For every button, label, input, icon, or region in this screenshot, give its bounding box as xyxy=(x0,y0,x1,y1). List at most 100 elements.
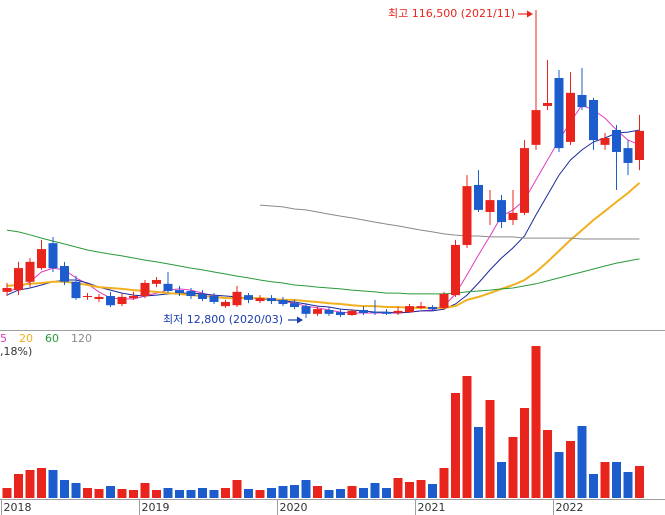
volume-bar xyxy=(94,489,104,498)
moving-average-line xyxy=(6,182,641,309)
volume-bar xyxy=(600,462,610,498)
volume-bar xyxy=(566,441,575,498)
candle-body xyxy=(474,184,483,210)
volume-bar xyxy=(152,490,161,498)
x-tick-label: 2020 xyxy=(280,501,308,514)
volume-bar xyxy=(520,408,529,498)
legend: 5 20 60 120 xyxy=(0,332,92,345)
candle-body xyxy=(209,296,219,302)
candle-body xyxy=(428,307,437,310)
candle-body xyxy=(405,306,414,313)
candle-body xyxy=(543,102,552,106)
volume-bar xyxy=(370,483,380,498)
candle-body xyxy=(186,290,196,297)
volume-bar xyxy=(83,488,92,498)
candle-body xyxy=(439,293,449,308)
volume-panel xyxy=(2,346,644,498)
candle-body xyxy=(359,309,368,313)
volume-bar xyxy=(232,480,242,498)
candle-body xyxy=(2,288,12,292)
candle-body xyxy=(577,94,587,108)
volume-bar xyxy=(462,376,472,498)
legend-entry: 5 xyxy=(0,332,7,345)
volume-bar xyxy=(347,486,357,498)
candle-body xyxy=(347,310,357,316)
candle-body xyxy=(520,148,529,213)
candle-body xyxy=(60,266,69,282)
candle-body xyxy=(290,303,299,308)
candle-body xyxy=(244,295,253,300)
candle-body xyxy=(255,298,265,302)
candle-body xyxy=(83,296,92,298)
volume-bar xyxy=(439,468,449,498)
candle-body xyxy=(635,130,644,160)
volume-bar xyxy=(290,485,299,498)
candle-body xyxy=(531,110,541,145)
volume-bar xyxy=(244,489,253,498)
volume-bar xyxy=(25,470,35,498)
candle-body xyxy=(623,148,633,163)
legend-entry: 60 xyxy=(45,332,59,345)
x-tick-label: 2022 xyxy=(556,501,584,514)
volume-bar xyxy=(635,466,644,498)
volume-bar xyxy=(577,426,587,498)
candle-body xyxy=(497,200,506,223)
candle-body xyxy=(301,306,311,314)
volume-bar xyxy=(278,486,288,498)
arrow-head xyxy=(527,10,533,18)
volume-bar xyxy=(589,474,598,498)
volume-bar xyxy=(428,484,437,498)
volume-bar xyxy=(198,488,207,498)
candle-body xyxy=(336,312,345,316)
candle-body xyxy=(485,200,495,212)
volume-bar xyxy=(382,488,391,498)
volume-bar xyxy=(37,468,46,498)
x-tick-label: 2018 xyxy=(4,501,32,514)
candle-body xyxy=(175,290,184,294)
volume-bar xyxy=(2,488,12,498)
candle-body xyxy=(94,296,104,299)
candle-body xyxy=(198,293,207,299)
volume-bar xyxy=(14,474,23,498)
volume-bar xyxy=(175,490,184,498)
volume-bar xyxy=(117,489,127,498)
candle-body xyxy=(600,138,610,145)
volume-bar xyxy=(393,478,403,498)
volume-bar xyxy=(485,400,495,498)
candle-body xyxy=(462,186,472,245)
candle-body xyxy=(324,309,334,314)
volume-bar xyxy=(416,480,426,498)
high-arrow xyxy=(518,10,533,18)
candle-body xyxy=(554,78,564,149)
volume-bar xyxy=(129,490,138,498)
volume-bar xyxy=(209,490,219,498)
volume-bar xyxy=(140,483,150,498)
volume-bar xyxy=(221,488,230,498)
moving-average-line xyxy=(6,229,640,295)
candle-body xyxy=(129,296,138,299)
candle-body xyxy=(612,129,621,152)
volume-bar xyxy=(163,488,173,498)
candle-body xyxy=(37,249,46,269)
volume-bar xyxy=(612,462,621,498)
low-arrow xyxy=(288,316,303,324)
volume-bar xyxy=(71,483,81,498)
candle-body xyxy=(370,312,380,314)
volume-bar xyxy=(531,346,541,498)
candle-body xyxy=(313,309,322,314)
candle-body xyxy=(14,268,23,291)
candle-body xyxy=(508,212,518,220)
volume-bar xyxy=(313,486,322,498)
volume-bar xyxy=(301,480,311,498)
candle-body xyxy=(589,100,598,141)
volume-bar xyxy=(336,489,345,498)
volume-bar xyxy=(60,480,69,498)
x-tick-label: 2019 xyxy=(142,501,170,514)
candle-body xyxy=(140,282,150,297)
volume-bar xyxy=(543,430,552,498)
candle-body xyxy=(221,301,230,307)
candle-body xyxy=(25,261,35,282)
arrow-head xyxy=(297,316,303,324)
